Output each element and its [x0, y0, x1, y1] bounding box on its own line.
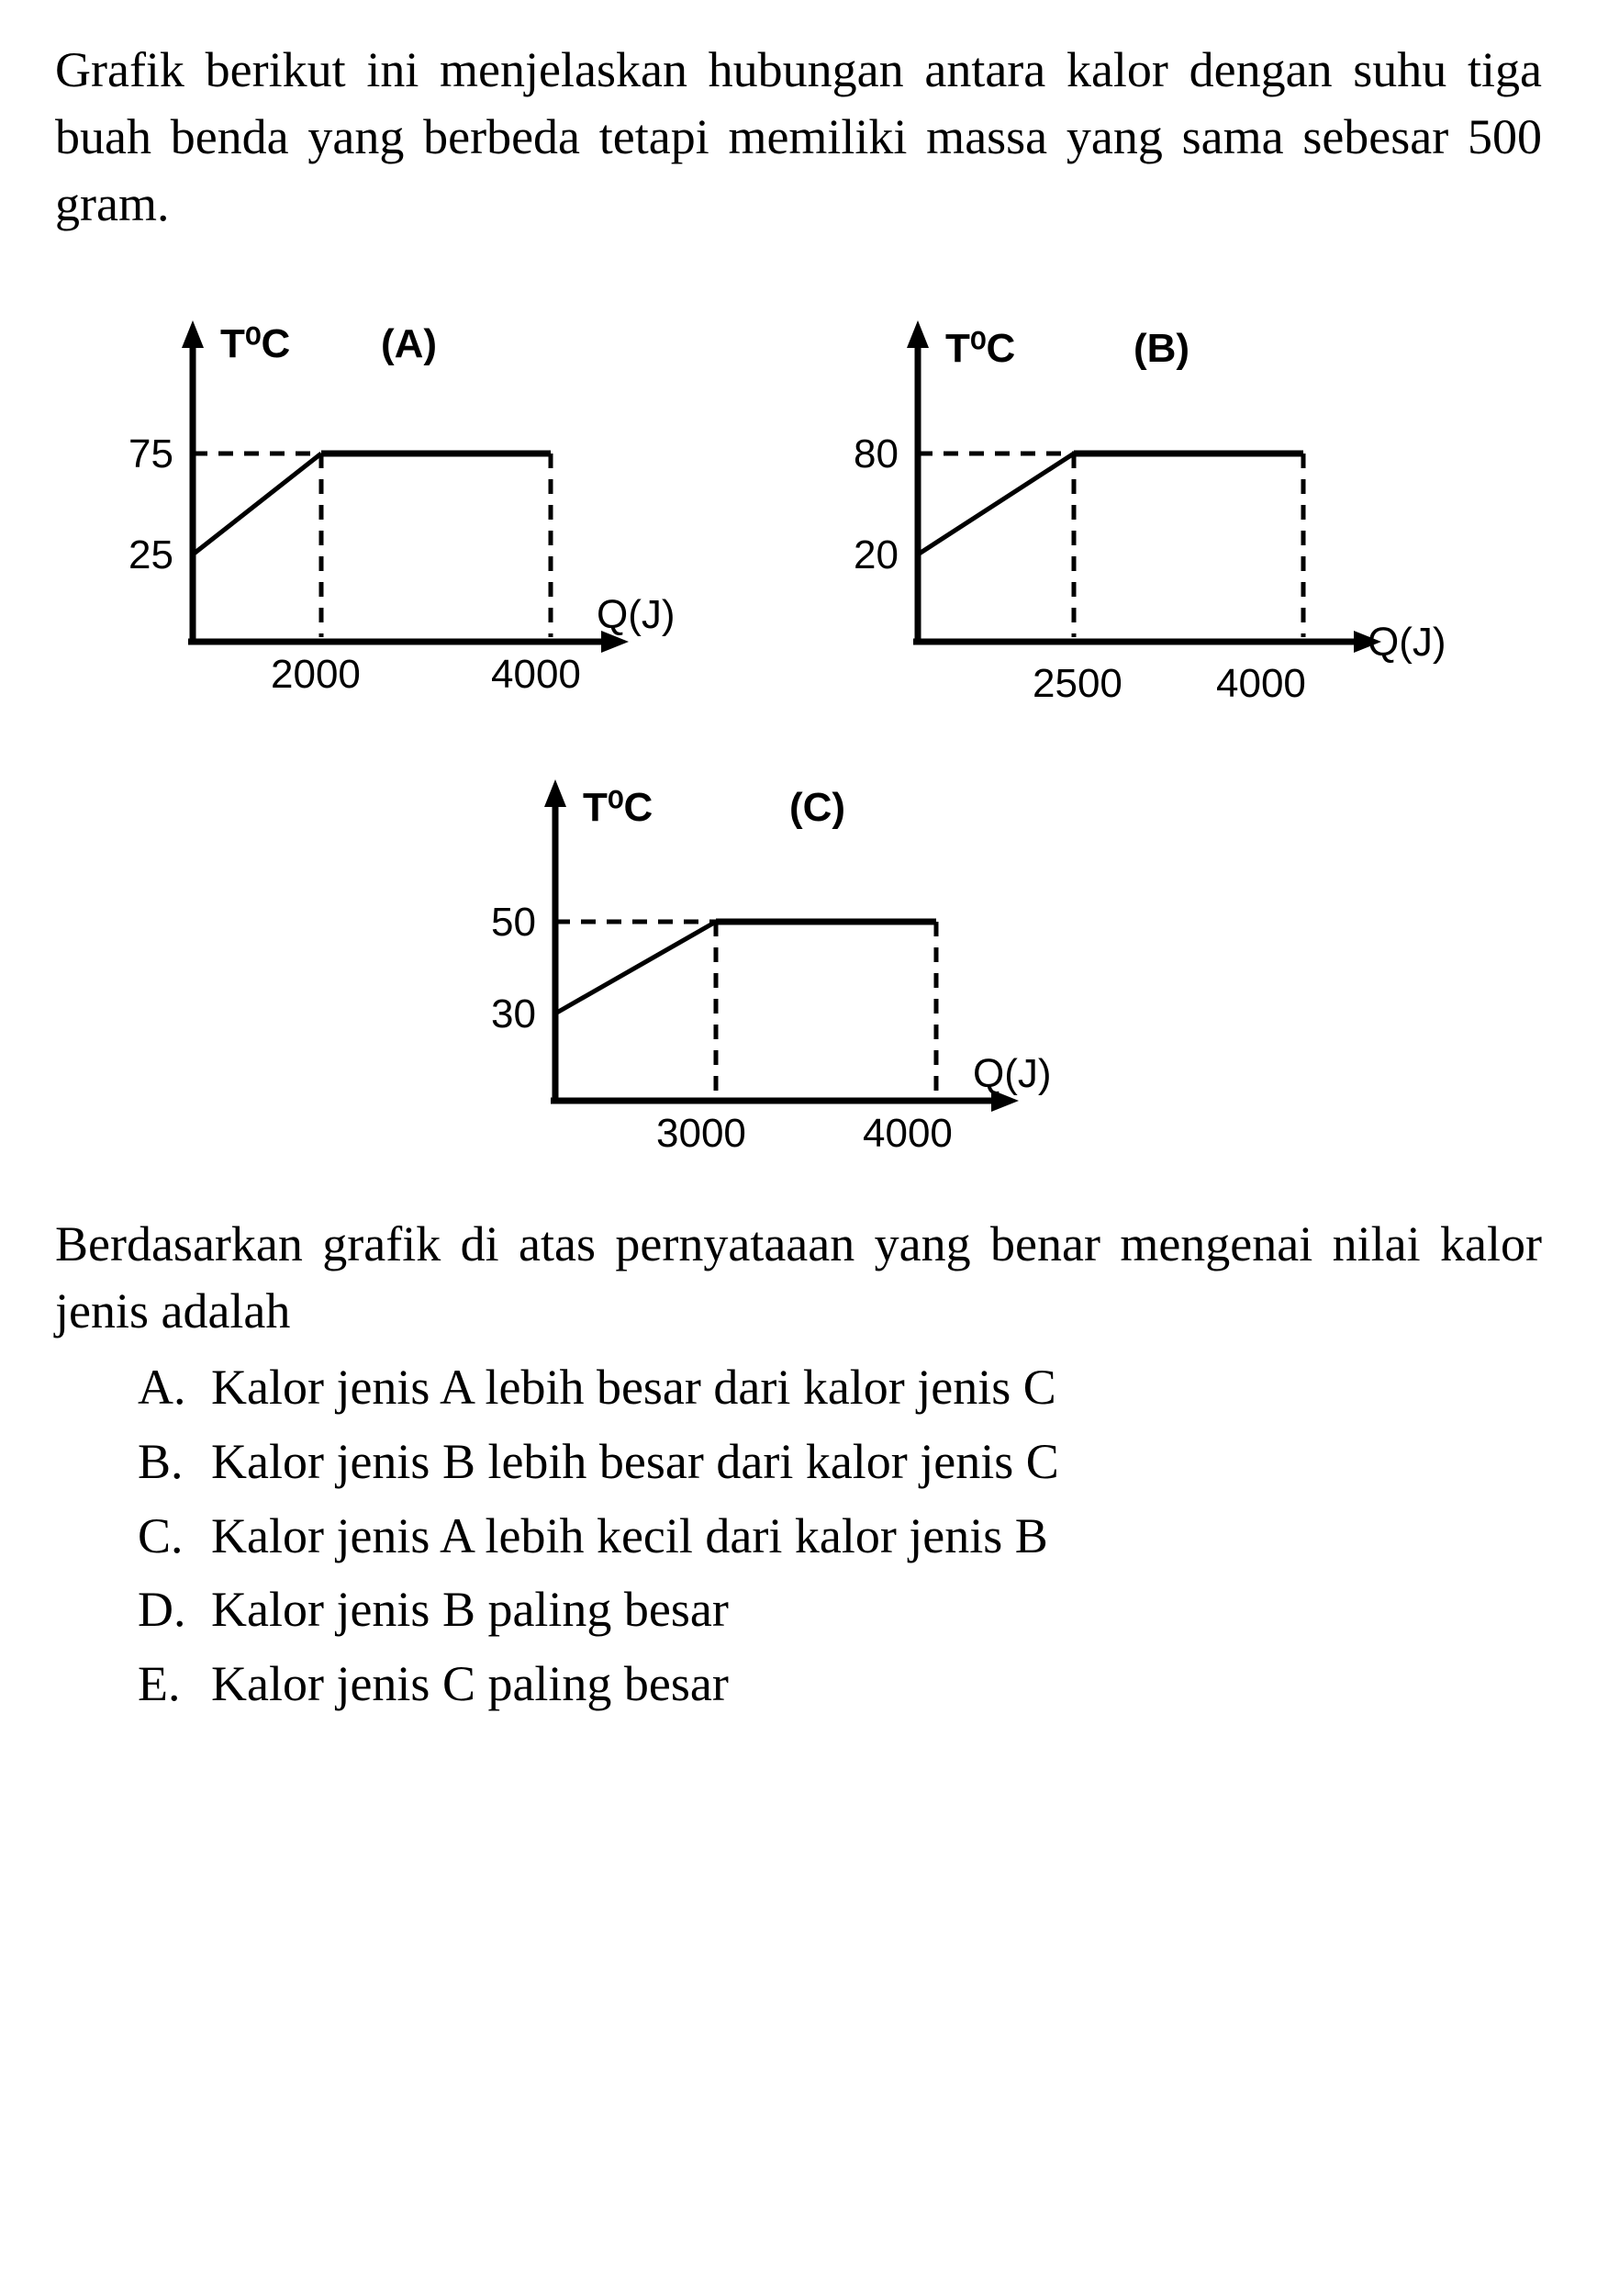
option-text: Kalor jenis A lebih kecil dari kalor jen… [211, 1502, 1542, 1572]
chart-c-svg: T⁰C (C) 50 30 Q(J) 3000 4000 [450, 743, 1147, 1174]
option-c: C. Kalor jenis A lebih kecil dari kalor … [138, 1502, 1542, 1572]
chart-b-xtick-2500: 2500 [1033, 661, 1122, 706]
chart-b-ytick-20: 20 [854, 532, 899, 577]
conclusion-text: Berdasarkan grafik di atas pernyataaan y… [55, 1211, 1542, 1345]
chart-a-ytick-75: 75 [128, 431, 173, 476]
chart-a-label: (A) [381, 321, 437, 366]
option-letter: E. [138, 1650, 211, 1719]
chart-a-svg: T⁰C (A) 75 25 Q(J) 2000 4000 [87, 284, 748, 715]
chart-a-x-label: Q(J) [597, 592, 676, 637]
option-text: Kalor jenis B paling besar [211, 1575, 1542, 1645]
chart-b: T⁰C (B) 80 20 Q(J) 2500 4000 [812, 284, 1510, 715]
charts-row-bottom: T⁰C (C) 50 30 Q(J) 3000 4000 [55, 743, 1542, 1174]
chart-b-svg: T⁰C (B) 80 20 Q(J) 2500 4000 [812, 284, 1510, 715]
option-text: Kalor jenis A lebih besar dari kalor jen… [211, 1353, 1542, 1423]
charts-row-top: T⁰C (A) 75 25 Q(J) 2000 4000 [55, 284, 1542, 715]
question-text: Grafik berikut ini menjelaskan hubungan … [55, 37, 1542, 238]
chart-c-ytick-30: 30 [491, 991, 536, 1036]
chart-b-xtick-4000: 4000 [1216, 661, 1306, 706]
options-list: A. Kalor jenis A lebih besar dari kalor … [55, 1353, 1542, 1719]
chart-a-y-label: T⁰C [220, 321, 290, 366]
chart-a-ytick-25: 25 [128, 532, 173, 577]
chart-a-xtick-2000: 2000 [271, 652, 361, 697]
chart-b-ytick-80: 80 [854, 431, 899, 476]
option-a: A. Kalor jenis A lebih besar dari kalor … [138, 1353, 1542, 1423]
option-e: E. Kalor jenis C paling besar [138, 1650, 1542, 1719]
chart-c: T⁰C (C) 50 30 Q(J) 3000 4000 [450, 743, 1147, 1174]
option-text: Kalor jenis B lebih besar dari kalor jen… [211, 1428, 1542, 1497]
option-letter: D. [138, 1575, 211, 1645]
option-letter: C. [138, 1502, 211, 1572]
option-letter: B. [138, 1428, 211, 1497]
chart-a: T⁰C (A) 75 25 Q(J) 2000 4000 [87, 284, 748, 715]
chart-b-y-label: T⁰C [945, 326, 1015, 371]
chart-c-ytick-50: 50 [491, 900, 536, 945]
chart-c-label: (C) [789, 785, 845, 830]
option-b: B. Kalor jenis B lebih besar dari kalor … [138, 1428, 1542, 1497]
chart-a-xtick-4000: 4000 [491, 652, 581, 697]
chart-b-x-label: Q(J) [1368, 620, 1446, 665]
chart-c-xtick-3000: 3000 [656, 1111, 746, 1156]
chart-c-y-label: T⁰C [583, 785, 653, 830]
chart-c-x-label: Q(J) [973, 1051, 1052, 1096]
option-letter: A. [138, 1353, 211, 1423]
option-text: Kalor jenis C paling besar [211, 1650, 1542, 1719]
chart-c-xtick-4000: 4000 [863, 1111, 953, 1156]
option-d: D. Kalor jenis B paling besar [138, 1575, 1542, 1645]
chart-b-label: (B) [1134, 326, 1189, 371]
